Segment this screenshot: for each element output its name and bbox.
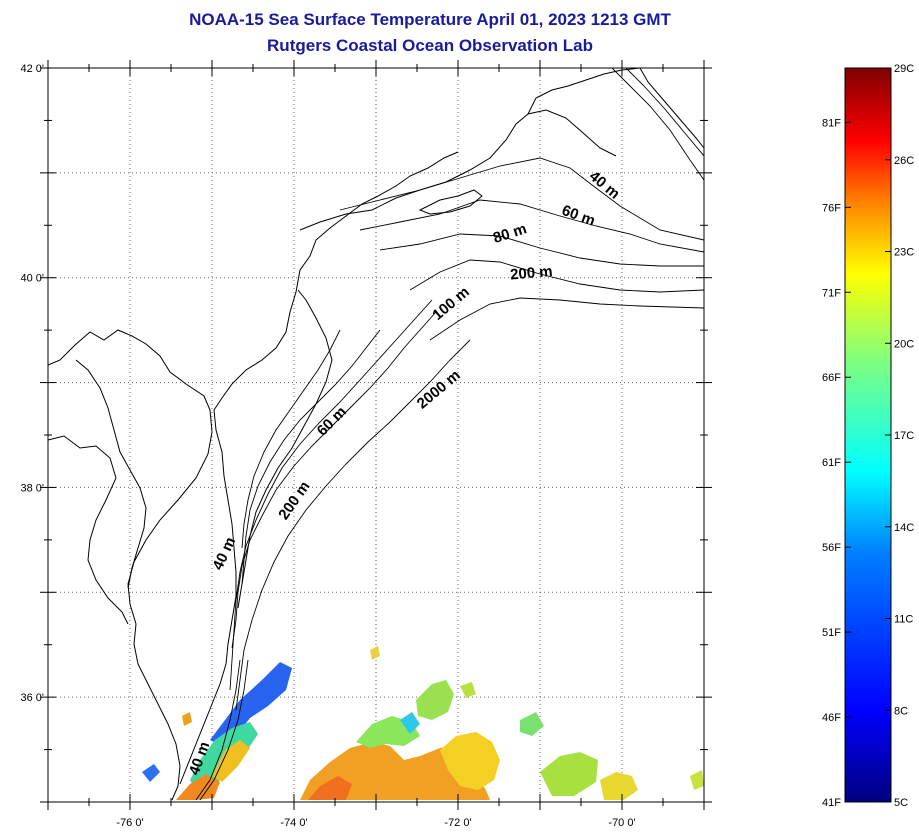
sst-patch-offshore-yellow (440, 732, 500, 790)
coastline-nj (237, 289, 333, 609)
sst-patch-offshore-red (308, 776, 352, 800)
coastline (48, 68, 704, 801)
depth-contour-label: 60 m (314, 403, 350, 439)
colorbar-c-label: 29C (894, 63, 914, 75)
colorbar-c-label: 8C (894, 705, 908, 717)
sst-patch-offshore-green-3 (540, 752, 598, 796)
sst-patch-cape-orange (176, 774, 220, 800)
sst-patches (142, 646, 704, 800)
axis-ticks: 42 0' 40 0' 38 0' 36 0' -76 0' -74 0' -72 0' -7… (20, 60, 712, 829)
colorbar-f-label: 66F (822, 372, 841, 384)
sst-patch-north-small-2 (182, 712, 192, 726)
lat-tick-label: 42 0' (20, 63, 44, 75)
coastline-bay-inner (75, 359, 147, 589)
contour-ne-2 (625, 68, 704, 157)
lon-tick-label: -72 0' (444, 817, 471, 829)
colorbar-c-label: 26C (894, 155, 914, 167)
depth-contour-label: 40 m (586, 168, 623, 203)
sst-patch-offshore-green-2 (416, 680, 454, 720)
contour-100m-shelf (231, 311, 437, 649)
contour-cape-2 (199, 659, 249, 801)
bathymetry-contours (195, 68, 704, 801)
lat-tick-label: 38 0' (20, 482, 44, 494)
contour-200m-north (409, 259, 704, 293)
sst-patch-north-small-3 (460, 682, 476, 698)
colorbar-f-label: 51F (822, 627, 841, 639)
contour-40m-shelf (241, 329, 341, 549)
colorbar-c-label: 11C (894, 614, 913, 626)
colorbar-f-label: 56F (822, 542, 841, 554)
colorbar-c-label: 23C (894, 247, 914, 259)
coastline-li (299, 109, 617, 231)
graticule (48, 68, 704, 802)
colorbar-c-label: 14C (894, 522, 914, 534)
lat-tick-label: 40 0' (20, 273, 44, 285)
depth-contour-label: 60 m (559, 202, 597, 230)
colorbar-c-label: 20C (894, 338, 914, 350)
coastline-islands (418, 189, 483, 215)
depth-contour-label: 200 m (509, 263, 553, 284)
contour-cape-1 (195, 659, 241, 801)
sst-patch-blue-small (142, 764, 160, 782)
coastline-cc (639, 68, 704, 149)
lon-tick-label: -70 0' (608, 817, 635, 829)
colorbar-c-label: 17C (894, 430, 914, 442)
depth-contour-label: 100 m (429, 283, 473, 323)
coastline-main (48, 329, 213, 801)
colorbar-f-label: 76F (822, 202, 841, 214)
sst-patch-offshore-yellow-2 (600, 772, 638, 800)
contour-60m-north (359, 199, 704, 253)
sst-patch-offshore-cyan (400, 712, 420, 734)
contour-60m-shelf (241, 329, 381, 585)
lon-tick-label: -76 0' (116, 817, 143, 829)
colorbar-labels: 29C 26C 23C 20C 17C 14C 11C 8C 5C 81F 76F 71F 66F 61F… (822, 63, 914, 809)
colorbar-c-label: 5C (894, 797, 908, 809)
map-title: NOAA-15 Sea Surface Temperature April 01… (189, 10, 671, 29)
map-subtitle: Rutgers Coastal Ocean Observation Lab (267, 36, 593, 55)
contour-40m-north (339, 157, 704, 241)
sst-patch-north-small-1 (370, 646, 380, 660)
contour-80m-north (379, 233, 704, 267)
contour-2000m-slope (235, 339, 471, 711)
colorbar-f-label: 61F (822, 457, 841, 469)
colorbar-f-label: 81F (822, 117, 841, 129)
coastline-bay-east (213, 151, 459, 411)
contour-ne-1 (611, 68, 704, 181)
sst-patch-coastal-blue (210, 662, 292, 746)
colorbar-f-label: 41F (822, 797, 841, 809)
lat-tick-label: 36 0' (20, 692, 44, 704)
contour-2000m (429, 297, 704, 341)
depth-contour-label: 2000 m (414, 367, 464, 413)
lon-tick-label: -74 0' (280, 817, 307, 829)
sst-patch-east-small (690, 770, 704, 790)
colorbar-f-label: 46F (822, 712, 841, 724)
coastline-bay-west (48, 435, 129, 625)
colorbar-f-label: 71F (822, 287, 841, 299)
coastline-ne (527, 68, 641, 115)
sst-patch-offshore-green-4 (520, 712, 544, 736)
coastline-delmarva (179, 409, 237, 785)
contour-200m-shelf (229, 299, 433, 691)
sst-patch-coastal-yellow (212, 740, 250, 782)
colorbar (844, 67, 892, 803)
